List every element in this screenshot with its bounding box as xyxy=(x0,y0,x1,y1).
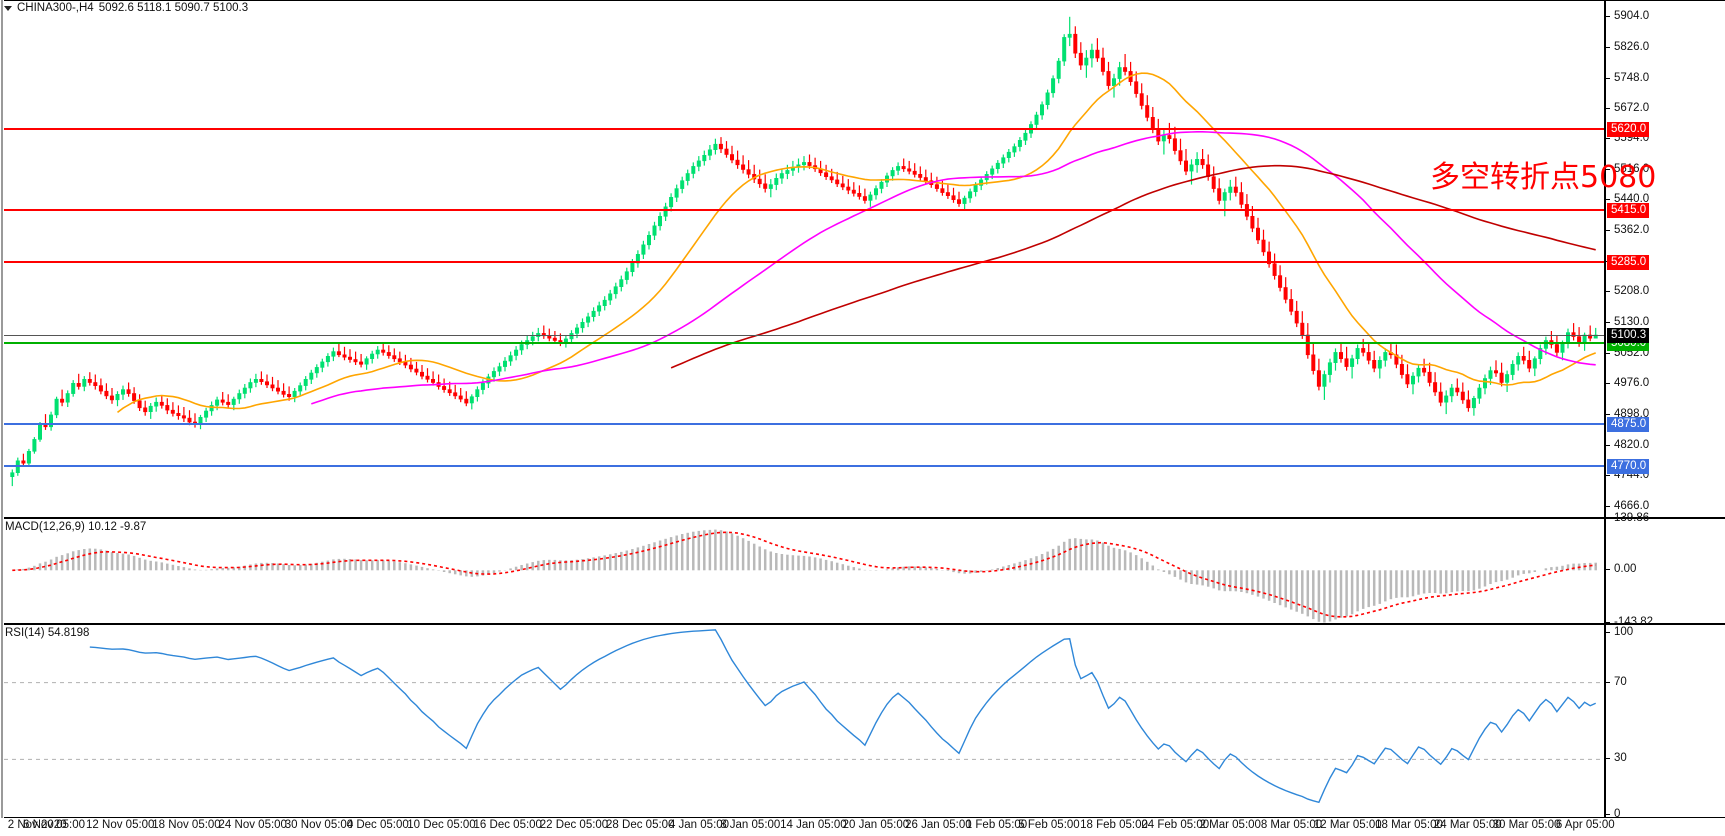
rsi-panel[interactable]: 100 70 30 0 xyxy=(0,624,1725,820)
chart-left-edge-scrollbar[interactable] xyxy=(0,0,4,818)
time-axis-label: 8 Mar 05:00 xyxy=(1260,819,1323,831)
macd-panel[interactable]: 139.86 0.00 -143.82 xyxy=(0,512,1725,628)
chart-header: CHINA300-,H4 5092.6 5118.1 5090.7 5100.3 xyxy=(0,0,248,16)
price-plot-area[interactable] xyxy=(4,1,1604,517)
rsi-header-label: RSI(14) 54.8198 xyxy=(5,627,90,639)
time-axis-label: 2 Nov 2020 xyxy=(7,819,67,831)
time-axis-label: 12 Mar 05:00 xyxy=(1313,819,1382,831)
time-axis-label: 10 Dec 05:00 xyxy=(407,819,476,831)
time-axis-label: 1 Feb 05:00 xyxy=(965,819,1028,831)
price-tag-last-price[interactable]: 5100.3 xyxy=(1607,327,1650,343)
level-line-support-5080[interactable] xyxy=(4,341,1604,344)
time-axis-label: 14 Jan 05:00 xyxy=(780,819,847,831)
chart-symbol-timeframe: CHINA300-,H4 xyxy=(17,2,94,14)
price-tag-support-4770[interactable]: 4770.0 xyxy=(1607,458,1650,474)
time-axis-label: 6 Nov 05:00 xyxy=(22,819,86,831)
time-axis-label: 24 Nov 05:00 xyxy=(218,819,287,831)
time-axis-label: 22 Dec 05:00 xyxy=(539,819,609,831)
time-axis-label: 4 Dec 05:00 xyxy=(346,819,409,831)
caret-down-icon[interactable] xyxy=(4,5,12,11)
time-axis-label: 30 Nov 05:00 xyxy=(284,819,354,831)
chart-ohlc-values: 5092.6 5118.1 5090.7 5100.3 xyxy=(98,2,249,14)
macd-axis[interactable]: 139.86 0.00 -143.82 xyxy=(1604,512,1725,628)
price-axis[interactable]: 5904.0 5826.0 5748.0 5672.0 5594.0 5516.0 5440… xyxy=(1604,1,1725,517)
rsi-svg xyxy=(4,629,1604,804)
time-axis-label: 8 Jan 05:00 xyxy=(720,819,781,831)
time-axis-label: 18 Nov 05:00 xyxy=(152,819,221,831)
time-axis-label: 16 Dec 05:00 xyxy=(473,819,542,831)
price-candles-svg xyxy=(10,16,1598,487)
time-axis-label: 6 Apr 05:00 xyxy=(1555,819,1615,831)
time-axis-label: 20 Jan 05:00 xyxy=(842,819,910,831)
time-axis-label: 26 Jan 05:00 xyxy=(905,819,972,831)
level-line-support-4875[interactable] xyxy=(4,423,1604,425)
time-axis-label: 5 Feb 05:00 xyxy=(1018,819,1080,831)
price-tag-resistance-5620[interactable]: 5620.0 xyxy=(1607,122,1650,138)
last-price-line xyxy=(4,334,1604,336)
price-tag-resistance-5285[interactable]: 5285.0 xyxy=(1607,254,1650,270)
price-tag-support-4875[interactable]: 4875.0 xyxy=(1607,417,1650,432)
price-tag-resistance-5415[interactable]: 5415.0 xyxy=(1607,203,1650,219)
price-chart-panel[interactable]: 5904.0 5826.0 5748.0 5672.0 5594.0 5516.0 5440… xyxy=(0,0,1725,518)
level-line-support-4770[interactable] xyxy=(4,464,1604,467)
macd-plot-area[interactable] xyxy=(4,519,1604,623)
time-axis-label: 24 Feb 05:00 xyxy=(1141,819,1210,831)
time-axis-label: 18 Feb 05:00 xyxy=(1080,819,1148,831)
chart-annotation-text: 多空转折点5080 xyxy=(1430,160,1657,195)
rsi-axis[interactable]: 100 70 30 0 xyxy=(1604,625,1725,820)
level-line-resistance-5285[interactable] xyxy=(4,260,1604,263)
time-axis-label: 2 Mar 05:00 xyxy=(1199,819,1261,831)
time-axis-label: 12 Nov 05:00 xyxy=(86,819,155,831)
macd-header-label: MACD(12,26,9) 10.12 -9.87 xyxy=(5,521,147,533)
time-axis-label: 4 Jan 05:00 xyxy=(668,819,730,831)
macd-svg xyxy=(12,529,1597,623)
time-axis-label: 28 Dec 05:00 xyxy=(606,819,675,831)
rsi-plot-area[interactable] xyxy=(4,625,1604,817)
level-line-resistance-5620[interactable] xyxy=(4,128,1604,131)
time-axis[interactable]: 2 Nov 2020 6 Nov 05:00 12 Nov 05:00 18 Nov … xyxy=(0,818,1725,836)
time-axis-label: 18 Mar 05:00 xyxy=(1375,819,1443,831)
time-axis-label: 30 Mar 05:00 xyxy=(1492,819,1561,831)
level-line-resistance-5415[interactable] xyxy=(4,209,1604,212)
time-axis-label: 24 Mar 05:00 xyxy=(1433,819,1502,831)
